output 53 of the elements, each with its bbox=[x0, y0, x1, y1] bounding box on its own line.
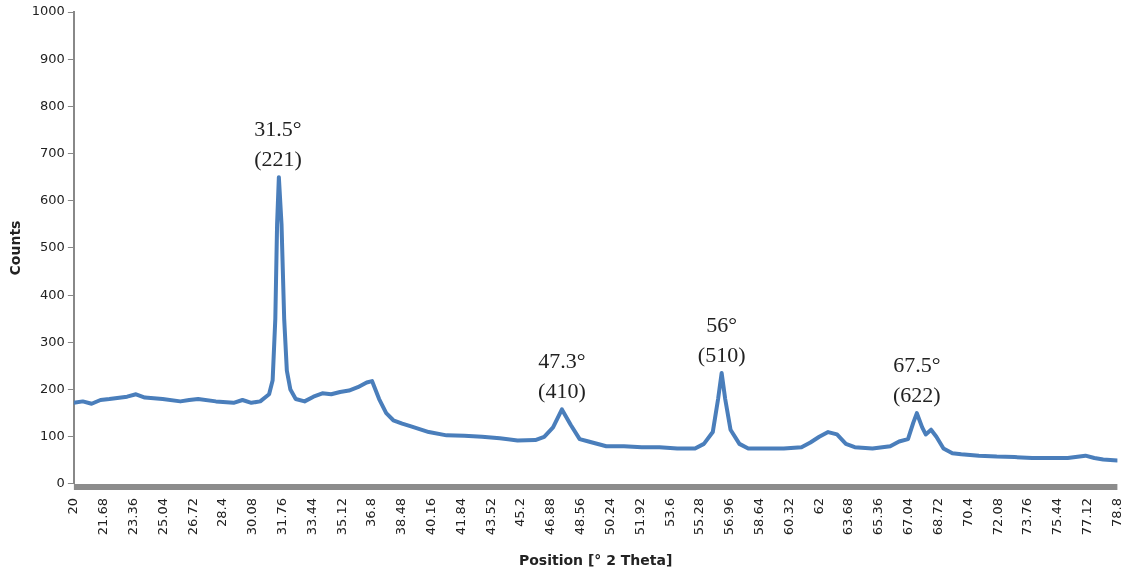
y-tick-label: 1000 bbox=[31, 3, 65, 19]
y-tick-label: 200 bbox=[40, 380, 65, 396]
x-tick-label: 28.4 bbox=[214, 497, 230, 527]
x-tick-label: 33.44 bbox=[303, 497, 319, 536]
y-tick-label: 400 bbox=[40, 286, 65, 302]
x-tick-label: 26.72 bbox=[184, 497, 200, 536]
x-tick-label: 73.76 bbox=[1019, 497, 1035, 536]
x-tick-label: 68.72 bbox=[929, 497, 945, 536]
x-tick-label: 60.32 bbox=[780, 497, 796, 536]
x-tick-label: 40.16 bbox=[423, 497, 439, 536]
x-tick-label: 56.96 bbox=[721, 497, 737, 536]
x-tick-label: 78.8 bbox=[1108, 497, 1124, 527]
x-tick-label: 30.08 bbox=[244, 497, 260, 536]
y-axis-title: Counts bbox=[7, 220, 24, 276]
x-tick-label: 23.36 bbox=[124, 497, 140, 536]
x-tick-label: 21.68 bbox=[95, 497, 111, 536]
x-tick-label: 58.64 bbox=[751, 497, 766, 536]
annotation: 67.5° (622) bbox=[893, 351, 941, 407]
y-tick-label: 500 bbox=[40, 239, 65, 255]
x-tick-label: 75.44 bbox=[1049, 497, 1065, 536]
y-tick-label: 300 bbox=[40, 333, 65, 349]
annotation: 56° (510) bbox=[697, 311, 746, 367]
y-tick-label: 700 bbox=[40, 144, 65, 160]
y-tick-label: 100 bbox=[40, 428, 65, 444]
x-tick-label: 45.2 bbox=[512, 497, 528, 527]
y-tick-label: 0 bbox=[56, 475, 65, 491]
x-tick-label: 41.84 bbox=[452, 497, 468, 536]
x-tick-label: 72.08 bbox=[989, 497, 1005, 536]
x-tick-label: 55.28 bbox=[691, 497, 707, 536]
x-tick-label: 63.68 bbox=[840, 497, 856, 536]
x-tick-label: 43.52 bbox=[482, 497, 498, 536]
x-tick-label: 48.56 bbox=[572, 497, 588, 536]
annotation: 31.5° (221) bbox=[254, 115, 302, 171]
x-tick-label: 38.48 bbox=[393, 497, 409, 536]
x-axis-title: Position [° 2 Theta] bbox=[518, 552, 673, 569]
x-tick-label: 36.8 bbox=[363, 497, 379, 527]
x-tick-label: 77.12 bbox=[1078, 497, 1094, 536]
x-tick-label: 25.04 bbox=[154, 497, 170, 536]
x-tick-label: 65.36 bbox=[870, 497, 886, 536]
y-tick-label: 800 bbox=[40, 97, 65, 113]
x-tick-label: 67.04 bbox=[900, 497, 916, 536]
x-tick-label: 46.88 bbox=[542, 497, 558, 536]
x-tick-label: 35.12 bbox=[333, 497, 349, 536]
x-tick-label: 70.4 bbox=[959, 497, 975, 527]
annotation: 47.3° (410) bbox=[538, 348, 586, 404]
y-tick-label: 900 bbox=[40, 50, 65, 66]
x-tick-label: 20 bbox=[65, 497, 81, 515]
x-tick-label: 31.76 bbox=[273, 497, 289, 536]
x-tick-label: 62 bbox=[810, 497, 826, 515]
x-tick-label: 50.24 bbox=[601, 497, 617, 536]
x-tick-label: 53.6 bbox=[661, 497, 677, 527]
x-tick-label: 51.92 bbox=[631, 497, 647, 536]
y-tick-label: 600 bbox=[40, 192, 65, 208]
